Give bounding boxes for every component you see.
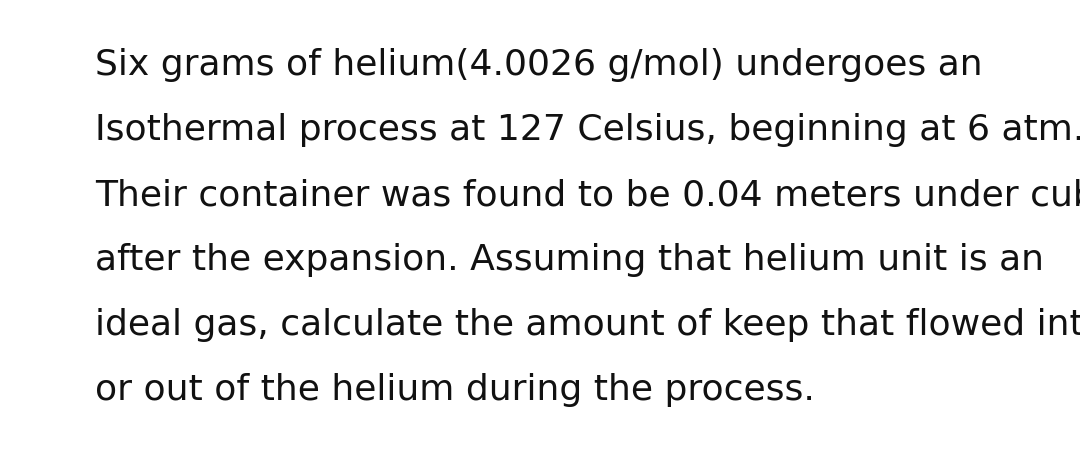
Text: Six grams of helium(4.0026 g/mol) undergoes an: Six grams of helium(4.0026 g/mol) underg… xyxy=(95,48,983,82)
Text: ideal gas, calculate the amount of keep that flowed into: ideal gas, calculate the amount of keep … xyxy=(95,308,1080,342)
Text: after the expansion. Assuming that helium unit is an: after the expansion. Assuming that heliu… xyxy=(95,243,1044,277)
Text: Isothermal process at 127 Celsius, beginning at 6 atm.: Isothermal process at 127 Celsius, begin… xyxy=(95,113,1080,147)
Text: or out of the helium during the process.: or out of the helium during the process. xyxy=(95,373,815,407)
Text: Their container was found to be 0.04 meters under cube: Their container was found to be 0.04 met… xyxy=(95,178,1080,212)
